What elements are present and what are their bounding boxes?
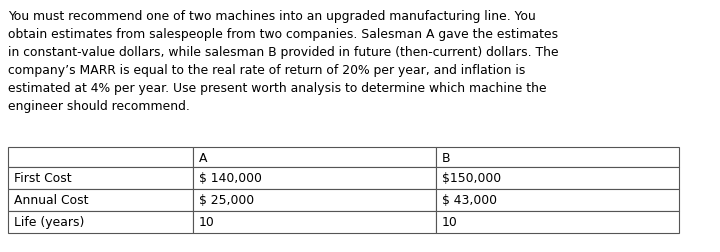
Bar (193, 211, 436, 233)
Text: company’s MARR is equal to the real rate of return of 20% per year, and inflatio: company’s MARR is equal to the real rate… (8, 64, 526, 77)
Text: 10: 10 (199, 216, 215, 229)
Bar (193, 189, 436, 211)
Bar (8, 211, 193, 233)
Text: engineer should recommend.: engineer should recommend. (8, 100, 190, 113)
Text: First Cost: First Cost (14, 172, 71, 185)
Text: estimated at 4% per year. Use present worth analysis to determine which machine : estimated at 4% per year. Use present wo… (8, 82, 546, 94)
Text: B: B (442, 151, 451, 164)
Text: A: A (199, 151, 207, 164)
Bar (436, 211, 679, 233)
Text: obtain estimates from salespeople from two companies. Salesman A gave the estima: obtain estimates from salespeople from t… (8, 28, 558, 41)
Text: You must recommend one of two machines into an upgraded manufacturing line. You: You must recommend one of two machines i… (8, 10, 536, 23)
Bar (8, 189, 193, 211)
Bar (193, 167, 436, 189)
Text: $ 25,000: $ 25,000 (199, 194, 254, 207)
Bar (436, 189, 679, 211)
Bar (436, 147, 679, 167)
Bar (8, 167, 193, 189)
Bar (436, 167, 679, 189)
Bar (8, 147, 193, 167)
Text: 10: 10 (442, 216, 458, 229)
Text: Life (years): Life (years) (14, 216, 84, 229)
Text: in constant-value dollars, while salesman B provided in future (then-current) do: in constant-value dollars, while salesma… (8, 46, 559, 59)
Text: $ 140,000: $ 140,000 (199, 172, 262, 185)
Text: $ 43,000: $ 43,000 (442, 194, 497, 207)
Bar (193, 147, 436, 167)
Text: Annual Cost: Annual Cost (14, 194, 89, 207)
Text: $150,000: $150,000 (442, 172, 501, 185)
